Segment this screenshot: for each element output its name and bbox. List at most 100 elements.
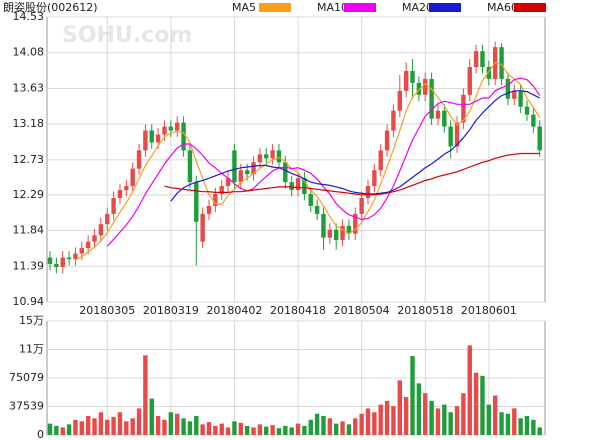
ma-line (106, 77, 541, 247)
volume-bar (512, 408, 517, 435)
candle-body (429, 78, 434, 119)
volume-bar (79, 421, 84, 435)
volume-bar (175, 413, 180, 435)
y-tick-label: 13.63 (13, 81, 45, 94)
y-tick-label: 11.84 (13, 224, 45, 237)
volume-bar (168, 412, 174, 435)
volume-bar (429, 400, 434, 435)
x-tick-label: 20180518 (397, 304, 453, 317)
candle-body (251, 162, 256, 175)
x-tick-label: 20180319 (143, 304, 199, 317)
volume-bar (47, 423, 53, 435)
candle-body (295, 178, 301, 191)
candle-body (257, 154, 263, 163)
candle-body (505, 78, 511, 99)
y-tick-label: 10.94 (13, 295, 45, 308)
volume-bar (149, 398, 154, 435)
candle-body (442, 110, 447, 127)
candle-body (283, 162, 288, 183)
candle-body (213, 194, 218, 206)
candle-body (423, 78, 428, 95)
x-tick-label: 20180402 (206, 304, 262, 317)
y-tick-label: 12.29 (13, 188, 45, 201)
volume-bar (213, 425, 218, 435)
chart-title: 朗姿股份(002612) (3, 1, 98, 14)
volume-bar (143, 355, 148, 435)
candle-body (308, 194, 313, 206)
volume-bar (493, 395, 498, 435)
x-tick-label: 20180305 (79, 304, 135, 317)
volume-bar (448, 412, 453, 435)
volume-bar (136, 408, 142, 435)
candle-body (454, 122, 460, 147)
volume-bar (391, 406, 396, 435)
volume-bar (467, 345, 472, 435)
volume-bar (187, 421, 193, 435)
volume-bar (346, 424, 352, 435)
legend-swatch (429, 3, 461, 12)
volume-bar (232, 421, 237, 435)
candle-body (359, 198, 364, 214)
volume-bar (524, 416, 530, 435)
candle-body (353, 213, 358, 234)
candle-body (175, 122, 180, 131)
candle-body (537, 126, 542, 151)
volume-bar (85, 416, 91, 435)
candle-body (289, 182, 294, 191)
candle-body (378, 150, 383, 171)
volume-bar (372, 412, 377, 435)
candle-body (327, 229, 333, 238)
candle-body (461, 94, 466, 123)
volume-bar (384, 400, 390, 435)
volume-bar (92, 418, 97, 435)
volume-bar (98, 412, 104, 435)
candle-body (219, 186, 224, 195)
candle-body (244, 170, 250, 175)
volume-bar (403, 397, 409, 435)
candle-body (105, 213, 110, 225)
volume-bar (365, 408, 371, 435)
candle-body (435, 110, 441, 119)
volume-bar (270, 425, 275, 435)
candle-body (73, 253, 78, 260)
candle-body (499, 47, 504, 79)
legend-label: MA5 (232, 1, 256, 14)
candle-body (149, 130, 154, 143)
candle-body (397, 90, 402, 111)
volume-bar (314, 413, 320, 435)
volume-bar (283, 425, 288, 435)
volume-bar (334, 423, 339, 435)
volume-bar (155, 416, 161, 435)
watermark: SOHU.com (62, 23, 192, 48)
candle-body (321, 213, 326, 238)
candle-body (54, 263, 59, 268)
volume-bar (442, 404, 447, 435)
legend-swatch (259, 3, 291, 12)
volume-bar (302, 425, 307, 435)
candle-body (416, 82, 422, 95)
volume-bar (321, 416, 326, 435)
ma-line (75, 61, 541, 261)
volume-bar (238, 422, 243, 435)
candle-body (130, 168, 135, 187)
volume-bar (295, 423, 301, 435)
volume-bar (264, 426, 269, 435)
volume-bar (181, 418, 186, 435)
candle-body (512, 90, 517, 99)
candle-body (340, 225, 345, 241)
candle-body (181, 122, 186, 151)
candle-body (85, 241, 91, 249)
candle-body (155, 134, 161, 143)
y-tick-label: 14.08 (13, 46, 45, 59)
volume-bar (537, 427, 542, 435)
volume-bar (327, 418, 333, 435)
candle-body (200, 213, 205, 242)
candle-body (206, 205, 212, 214)
legend-label: MA20 (402, 1, 433, 14)
candle-body (162, 126, 167, 135)
volume-bar (423, 393, 428, 435)
volume-bar (73, 419, 78, 435)
candle-body (403, 70, 409, 91)
volume-bar (194, 416, 199, 435)
candle-body (480, 51, 485, 68)
